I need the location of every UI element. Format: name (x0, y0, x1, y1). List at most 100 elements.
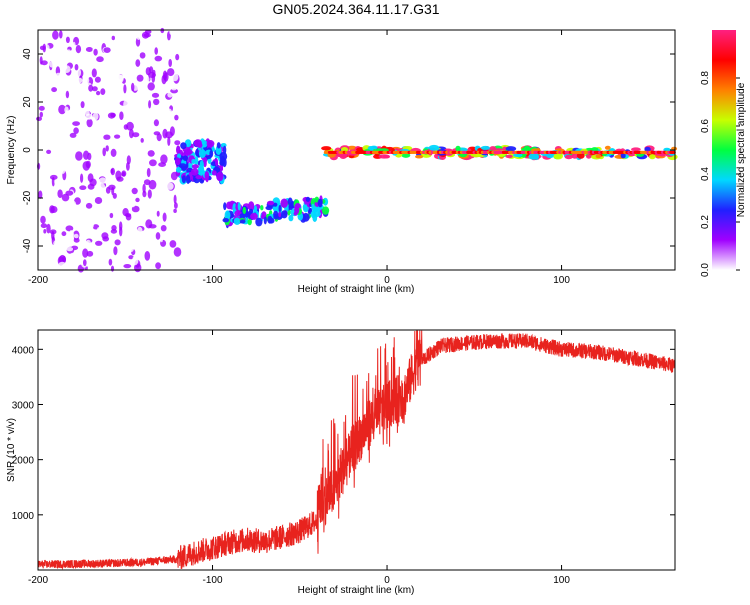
spectrogram-cell (99, 250, 106, 257)
spectrogram-cell (67, 161, 72, 169)
x-tick-label: -100 (203, 275, 223, 286)
spectrogram-cell (193, 139, 202, 147)
x-tick-label: -200 (28, 575, 48, 586)
spectrogram-cell (203, 157, 208, 164)
spectrogram-cell (136, 74, 144, 82)
spectrogram-cell (64, 106, 69, 114)
spectrogram-cell (185, 148, 192, 154)
spectrogram-cell (604, 145, 611, 150)
spectrogram-cell (114, 39, 122, 48)
spectrogram-cell (66, 151, 70, 158)
spectrogram-cell (53, 140, 59, 146)
spectrogram-cell (162, 128, 168, 139)
spectrogram-cell (146, 167, 151, 178)
spectrogram-cell (153, 98, 160, 106)
spectrogram-cell (51, 127, 58, 132)
spectrogram-cell (109, 212, 114, 219)
spectrogram-cell (135, 197, 140, 203)
spectrogram-cell (79, 61, 87, 67)
spectrogram-cell (177, 153, 181, 159)
snr-series-line (37, 330, 676, 570)
spectrogram-cell (513, 153, 523, 158)
spectrogram-cell (74, 63, 79, 71)
spectrogram-cell (141, 43, 149, 51)
spectrogram-cell (154, 55, 163, 62)
spectrogram-cell (564, 154, 573, 160)
spectrogram-cell (85, 202, 93, 209)
spectrogram-cell (75, 151, 83, 161)
spectrogram-cell (94, 197, 103, 204)
spectrogram-cell (165, 57, 169, 63)
y-tick-label: 20 (22, 96, 33, 108)
x-tick-label: 100 (553, 275, 570, 286)
spectrogram-cell (72, 41, 76, 49)
spectrogram-cell (54, 76, 60, 84)
spectrogram-cell (43, 85, 48, 90)
spectrogram-cell (95, 240, 103, 246)
spectrogram-cell (147, 112, 155, 118)
spectrogram-cell (219, 151, 228, 161)
spectrogram-cell (126, 121, 134, 131)
spectrogram-cell (79, 218, 88, 228)
spectrogram-cell (153, 168, 158, 174)
spectrogram-cell (93, 48, 98, 56)
spectrogram-cell (69, 252, 77, 260)
colorbar-tick-label: 0.8 (700, 71, 711, 85)
spectrogram-cell (311, 203, 315, 211)
spectrogram-cell (167, 68, 175, 77)
spectrogram-cell (143, 75, 147, 86)
spectrogram-cell (260, 205, 264, 211)
colorbar-tick-label: 0.0 (700, 263, 711, 277)
spectrogram-cell (108, 41, 116, 52)
spectrogram-cell (58, 104, 66, 115)
spectrogram-cell (68, 231, 75, 240)
spectrogram-cell (153, 131, 161, 136)
spectrogram-cell (100, 88, 106, 95)
snr-frame (37, 329, 676, 571)
spectrogram-cell (96, 56, 104, 63)
spectrogram-cell (223, 202, 227, 211)
spectrogram-cell (65, 90, 70, 99)
spectrogram-cell (85, 239, 92, 248)
x-tick-label: -100 (203, 575, 223, 586)
spectrogram-cell (142, 96, 148, 104)
spectrogram-x-ticks: -200 -100 0 100 (28, 30, 570, 286)
spectrogram-cell (215, 145, 222, 156)
spectrogram-x-label: Height of straight line (km) (298, 284, 415, 295)
spectrogram-cell (39, 111, 43, 118)
spectrogram-cell (155, 232, 161, 240)
spectrogram-cell (135, 59, 141, 67)
spectrogram-cell (173, 194, 177, 204)
spectrogram-cell (114, 134, 121, 139)
spectrogram-cell (160, 154, 168, 164)
spectrogram-cell (663, 147, 671, 152)
spectrogram-cell (278, 211, 282, 218)
colorbar-gradient (712, 30, 736, 270)
spectrogram-cell (317, 198, 323, 208)
spectrogram-cell (133, 67, 140, 77)
spectrogram-cell (191, 168, 199, 176)
spectrogram-cell (649, 154, 656, 160)
spectrogram-cell (59, 30, 63, 39)
spectrogram-cell (84, 51, 89, 58)
spectrogram-cell (224, 210, 231, 221)
spectrogram-cell (455, 145, 461, 152)
spectrogram-cell (86, 220, 94, 230)
spectrogram-cell (273, 202, 278, 207)
spectrogram-cell (107, 128, 116, 133)
spectrogram-cell (321, 146, 332, 151)
spectrogram-cell (163, 248, 172, 255)
spectrogram-cell (96, 226, 103, 233)
spectrogram-cell (58, 55, 66, 61)
spectrogram-cell (139, 52, 146, 59)
spectrogram-cell (39, 56, 43, 65)
spectrogram-cell (49, 229, 57, 235)
spectrogram-cell (595, 154, 602, 159)
spectrogram-cell (103, 155, 110, 163)
spectrogram-cell (107, 112, 116, 119)
y-tick-label: 40 (22, 48, 33, 60)
spectrogram-cell (132, 30, 138, 38)
spectrogram-cell (58, 261, 66, 267)
spectrogram-cell (70, 200, 77, 211)
